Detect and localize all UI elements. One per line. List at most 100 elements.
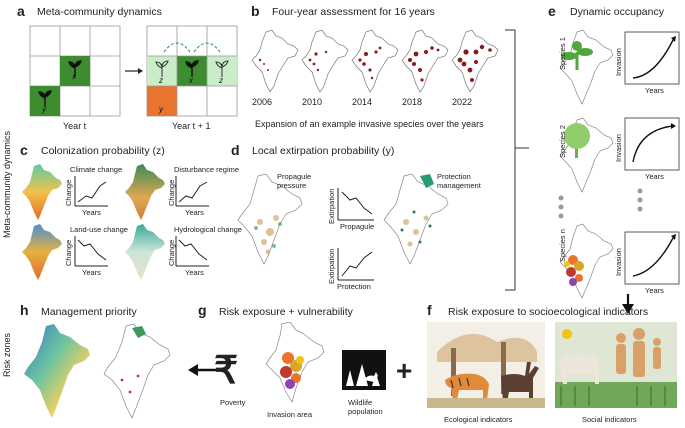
invasion-chart-2 (624, 117, 680, 171)
label-climate: Climate change (70, 165, 123, 174)
year-2014: 2014 (352, 97, 373, 107)
species-n-label: Species n (558, 229, 567, 262)
colonization-maps (22, 164, 209, 280)
panel-d-title: Local extirpation probability (y) (252, 145, 395, 157)
chart-hydro (175, 236, 209, 267)
c-axis-y-2: Change (167, 179, 176, 206)
cow (559, 353, 599, 384)
meta-dynamics-side-label: Meta-community dynamics (2, 130, 12, 238)
panel-e-letter: e (548, 3, 556, 19)
cell-label-z1: z (158, 76, 163, 85)
year-2022: 2022 (452, 97, 473, 107)
invasion-axis-n: Invasion (614, 248, 623, 276)
ellipsis-dots (558, 188, 643, 219)
d-axis-x-2: Protection (337, 282, 371, 291)
species-2-label: Species 2 (558, 125, 567, 158)
panel-b-title: Four-year assessment for 16 years (272, 6, 435, 18)
panel-h-title: Management priority (41, 306, 137, 318)
meta-community-grids: x y z x z y (29, 25, 238, 117)
dynamic-occupancy (558, 29, 680, 306)
map-priority-colored (24, 324, 90, 418)
arrow-g-to-h (188, 364, 216, 376)
social-illustration (555, 322, 677, 408)
risk-zones-side-label: Risk zones (2, 332, 12, 377)
panel-f-letter: f (427, 302, 432, 318)
panel-d-letter: d (231, 142, 240, 158)
map-2018 (401, 29, 449, 93)
cell-label-z2: z (218, 76, 223, 85)
year-2018: 2018 (402, 97, 423, 107)
chart-protection (337, 248, 374, 281)
c-axis-y-4: Change (167, 239, 176, 266)
ecological-illustration (427, 322, 545, 408)
invasion-axis-1: Invasion (614, 48, 623, 76)
map-species-1 (559, 29, 614, 105)
poverty-label: Poverty (220, 398, 246, 407)
c-axis-x-1: Years (82, 208, 101, 217)
invasion-chart-n (624, 231, 680, 285)
sprout-icon (561, 41, 593, 70)
map-2014 (351, 29, 399, 93)
panel-e-title: Dynamic occupancy (570, 6, 664, 18)
expansion-caption: Expansion of an example invasive species… (255, 119, 484, 129)
invasion-area-map (265, 322, 325, 403)
panel-b-letter: b (251, 3, 260, 19)
label-landuse: Land-use change (70, 225, 128, 234)
map-disturbance (125, 164, 165, 220)
chart-landuse (74, 236, 108, 267)
map-landuse (22, 224, 62, 280)
years-axis-n: Years (645, 286, 664, 295)
map-priority-risk (103, 323, 171, 419)
c-axis-y-3: Change (64, 239, 73, 266)
c-axis-x-2: Years (185, 208, 204, 217)
label-hydro: Hydrological change (174, 225, 242, 234)
panel-a-title: Meta-community dynamics (37, 6, 162, 18)
panel-c-letter: c (20, 142, 28, 158)
rupee-icon: ₹ (214, 350, 239, 392)
c-axis-y-1: Change (64, 179, 73, 206)
family-group (616, 328, 661, 377)
chart-disturbance (175, 176, 209, 207)
map-hydro (125, 224, 165, 280)
d-axis-x-1: Propagule (340, 222, 375, 231)
management-maps (24, 323, 171, 419)
cell-label-y2: y (158, 105, 164, 114)
wildlife-label: Wildlife population (348, 398, 383, 416)
down-arrow-head (622, 304, 634, 314)
flower-cluster-g (280, 352, 304, 389)
plus-sign: + (396, 355, 413, 386)
propagule-pressure-label: Propagule pressure (277, 172, 312, 190)
chart-climate (74, 176, 108, 207)
years-axis-2: Years (645, 172, 664, 181)
panel-f-title: Risk exposure to socioecological indicat… (448, 306, 649, 318)
d-axis-y-1: Extirpation (327, 188, 336, 224)
years-axis-1: Years (645, 86, 664, 95)
assessment-maps (251, 29, 499, 93)
socioecological-illustrations (427, 322, 677, 408)
map-2022 (451, 29, 499, 93)
invasion-chart-1 (624, 31, 680, 85)
year-2010: 2010 (302, 97, 323, 107)
panel-h-letter: h (20, 302, 29, 318)
deer (501, 362, 539, 402)
map-2010 (301, 29, 349, 93)
invasion-area-label: Invasion area (267, 410, 313, 419)
year-2006: 2006 (252, 97, 273, 107)
panel-a-letter: a (17, 3, 25, 19)
ecological-label: Ecological indicators (444, 415, 513, 424)
invasion-axis-2: Invasion (614, 134, 623, 162)
label-disturbance: Disturbance regime (174, 165, 240, 174)
chart-propagule (337, 188, 374, 221)
year-t-label: Year t (63, 121, 87, 131)
social-label: Social indicators (582, 415, 637, 424)
panel-g-letter: g (198, 302, 207, 318)
panel-g-title: Risk exposure + vulnerability (219, 306, 353, 318)
c-axis-x-3: Years (82, 268, 101, 277)
map-species-n (559, 223, 614, 299)
panel-c-title: Colonization probability (z) (41, 145, 165, 157)
wildlife-icon (342, 350, 386, 390)
d-axis-y-2: Extirpation (327, 248, 336, 284)
bracket-to-e (505, 29, 529, 291)
grid-year-t (29, 25, 121, 117)
year-t1-label: Year t + 1 (172, 121, 211, 131)
